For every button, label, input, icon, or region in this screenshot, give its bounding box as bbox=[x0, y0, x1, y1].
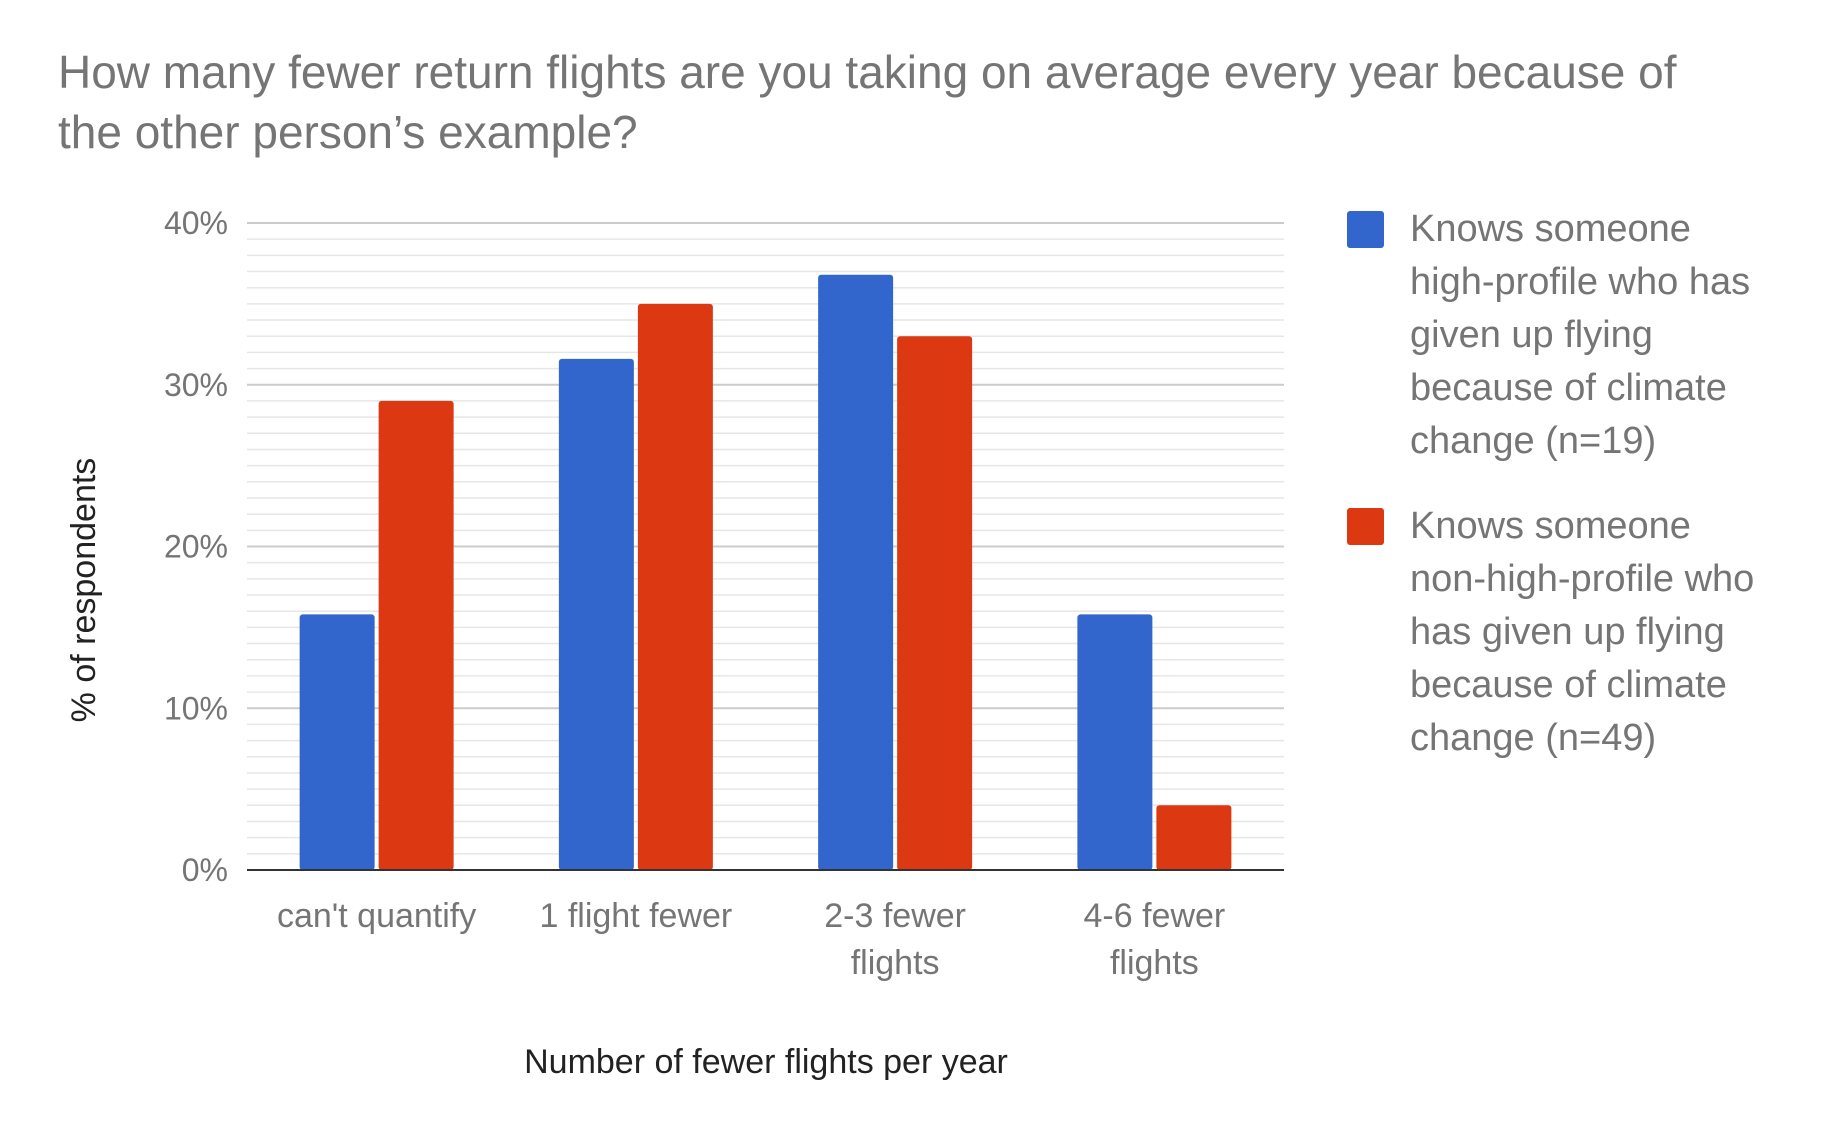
legend: Knows someone high-profile who has given u… bbox=[1347, 208, 1754, 759]
x-axis-title: Number of fewer flights per year bbox=[524, 1043, 1008, 1081]
y-tick-label: 30% bbox=[164, 367, 228, 403]
legend-swatch-series-2 bbox=[1347, 508, 1384, 545]
y-tick-label: 10% bbox=[164, 690, 228, 726]
legend-label-series-2: because of climate bbox=[1410, 664, 1727, 706]
legend-label-series-1: Knows someone bbox=[1410, 208, 1691, 250]
legend-label-series-1: given up flying bbox=[1410, 314, 1653, 356]
y-tick-label: 0% bbox=[182, 852, 228, 888]
legend-label-series-2: Knows someone bbox=[1410, 505, 1691, 547]
y-axis-title: % of respondents bbox=[65, 458, 103, 723]
bar-series-1 bbox=[1077, 614, 1153, 870]
bar-series-2 bbox=[897, 336, 973, 871]
bar-series-1 bbox=[299, 614, 375, 870]
y-axis-ticks: 0% 10% 20% 30% 40% bbox=[164, 205, 228, 888]
x-category-label: 2-3 fewer bbox=[824, 897, 966, 935]
chart-title: How many fewer return flights are you ta… bbox=[58, 46, 1677, 158]
legend-label-series-1: high-profile who has bbox=[1410, 261, 1750, 303]
x-axis-categories: can't quantify 1 flight fewer 2-3 fewer fli… bbox=[277, 897, 1225, 982]
x-category-label: flights bbox=[851, 944, 940, 982]
legend-label-series-1: change (n=19) bbox=[1410, 420, 1656, 462]
bar-series-2 bbox=[1156, 805, 1232, 870]
legend-label-series-2: change (n=49) bbox=[1410, 717, 1656, 759]
chart-title-line-1: How many fewer return flights are you ta… bbox=[58, 46, 1677, 98]
bar-series-2 bbox=[637, 303, 713, 870]
x-category-label: can't quantify bbox=[277, 897, 476, 935]
x-category-label: flights bbox=[1110, 944, 1199, 982]
bars bbox=[299, 274, 1232, 871]
x-category-label: 1 flight fewer bbox=[539, 897, 732, 935]
y-tick-label: 40% bbox=[164, 205, 228, 241]
chart-title-line-2: the other person’s example? bbox=[58, 106, 638, 158]
legend-label-series-2: has given up flying bbox=[1410, 611, 1725, 653]
y-tick-label: 20% bbox=[164, 529, 228, 565]
legend-label-series-2: non-high-profile who bbox=[1410, 558, 1754, 600]
x-category-label: 4-6 fewer bbox=[1084, 897, 1226, 935]
bar-series-1 bbox=[558, 358, 634, 870]
bar-series-1 bbox=[818, 274, 894, 870]
legend-swatch-series-1 bbox=[1347, 211, 1384, 248]
legend-label-series-1: because of climate bbox=[1410, 367, 1727, 409]
bar-series-2 bbox=[378, 400, 454, 870]
